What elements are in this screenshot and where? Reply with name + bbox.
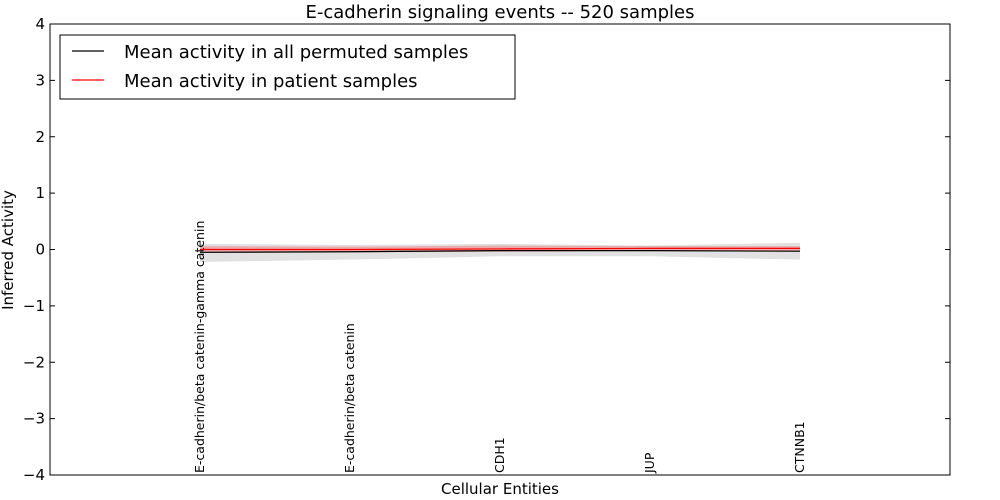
entity-label: E-cadherin/beta catenin	[342, 323, 357, 473]
entity-label: CDH1	[492, 437, 507, 473]
entity-label: E-cadherin/beta catenin-gamma catenin	[192, 221, 207, 473]
series-line-0	[199, 250, 801, 253]
y-tick-label: −1	[23, 297, 45, 315]
y-tick-label: 2	[35, 128, 45, 146]
entity-label: CTNNB1	[792, 421, 807, 473]
y-tick-label: −3	[23, 410, 45, 428]
y-tick-label: −4	[23, 466, 45, 484]
y-axis: −4 −3 −2 −1 0 1 2 3 4	[23, 15, 950, 484]
y-axis-label: Inferred Activity	[0, 190, 17, 310]
y-tick-label: −2	[23, 353, 45, 371]
x-axis-label: Cellular Entities	[441, 480, 559, 498]
legend: Mean activity in all permuted samples Me…	[59, 34, 516, 100]
series-lines	[199, 247, 801, 253]
y-tick-label: 0	[35, 241, 45, 259]
legend-box	[59, 34, 516, 100]
legend-label-permuted: Mean activity in all permuted samples	[124, 42, 468, 63]
legend-label-patient: Mean activity in patient samples	[124, 71, 418, 92]
chart-title: E-cadherin signaling events -- 520 sampl…	[305, 2, 694, 23]
y-tick-label: 4	[35, 15, 45, 33]
series-line-1	[200, 247, 800, 251]
y-tick-label: 3	[35, 71, 45, 89]
entity-labels: E-cadherin/beta catenin-gamma catenin E-c…	[192, 221, 807, 474]
y-tick-label: 1	[35, 184, 45, 202]
entity-label: JUP	[642, 452, 657, 474]
